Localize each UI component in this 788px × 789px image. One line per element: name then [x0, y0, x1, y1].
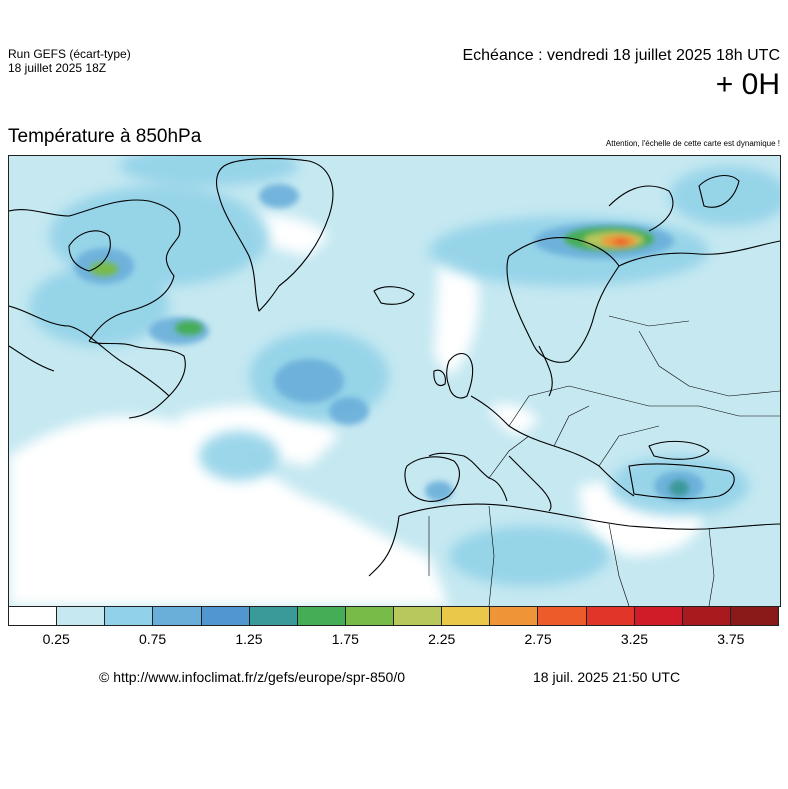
run-title: Run GEFS (écart-type) — [8, 47, 131, 61]
coastlines — [9, 158, 780, 577]
legend-swatch — [345, 607, 394, 625]
legend-swatch — [586, 607, 635, 625]
legend-swatch — [153, 607, 202, 625]
legend-swatch — [490, 607, 539, 625]
legend-label: 0.75 — [138, 631, 167, 647]
run-date: 18 juillet 2025 18Z — [8, 61, 107, 75]
legend-swatch — [682, 607, 731, 625]
legend-label: 2.75 — [524, 631, 552, 647]
dynamic-scale-notice: Attention, l'échelle de cette carte est … — [605, 139, 780, 148]
legend-label: 3.25 — [620, 631, 649, 647]
legend-swatch — [9, 607, 58, 625]
legend-label: 2.25 — [428, 631, 456, 647]
legend-label: 1.25 — [235, 631, 263, 647]
forecast-lead-time: + 0H — [715, 68, 780, 101]
spread-high — [90, 227, 689, 496]
legend-label: 1.75 — [331, 631, 359, 647]
color-legend-bar — [8, 606, 779, 626]
issued-timestamp: 18 juil. 2025 21:50 UTC — [533, 669, 681, 685]
map-title: Température à 850hPa — [8, 126, 202, 147]
legend-swatch — [249, 607, 298, 625]
legend-swatch — [634, 607, 683, 625]
source-url: © http://www.infoclimat.fr/z/gefs/europe… — [99, 669, 406, 685]
legend-swatch — [442, 607, 491, 625]
legend-swatch — [105, 607, 154, 625]
legend-label: 3.75 — [717, 631, 745, 647]
legend-swatch — [730, 607, 778, 625]
weather-map — [8, 155, 781, 607]
legend-swatch — [201, 607, 250, 625]
forecast-valid-time: Echéance : vendredi 18 juillet 2025 18h … — [462, 47, 780, 64]
map-field — [9, 156, 780, 606]
legend-swatch — [297, 607, 346, 625]
borders — [428, 315, 780, 606]
legend-swatch — [57, 607, 106, 625]
legend-label: 0.25 — [42, 631, 70, 647]
legend-swatch — [394, 607, 443, 625]
legend-swatch — [538, 607, 587, 625]
